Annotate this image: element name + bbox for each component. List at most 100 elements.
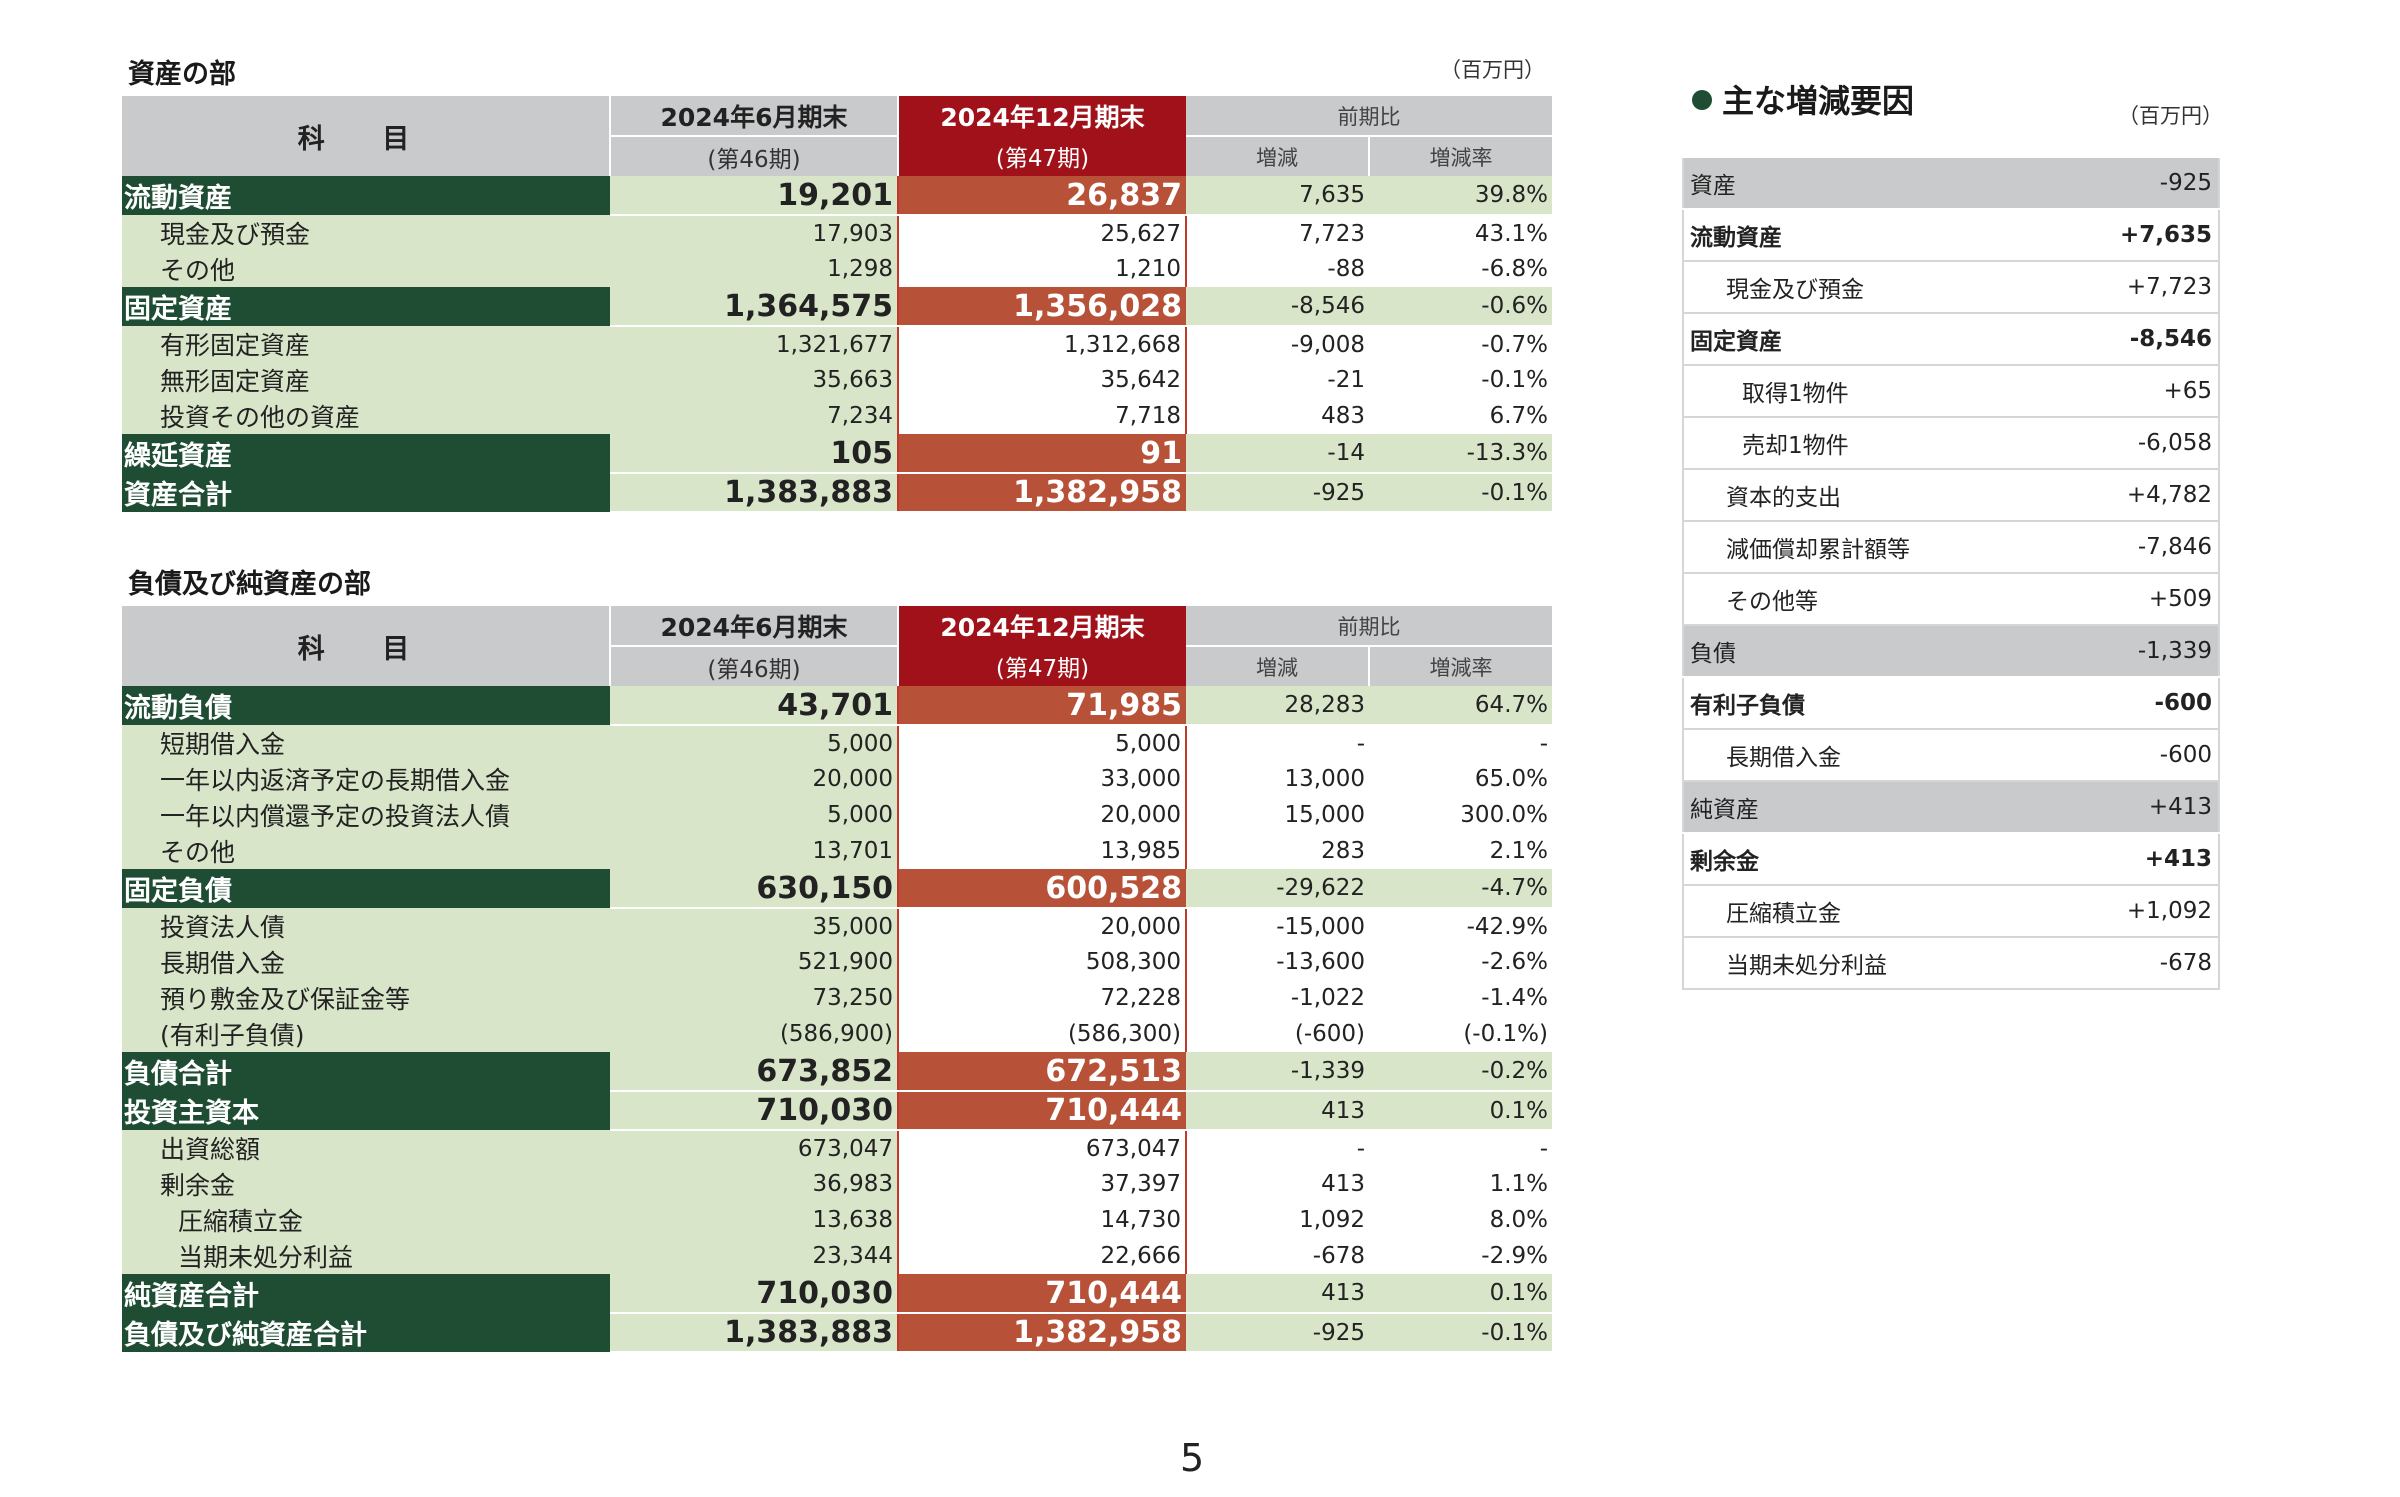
change-rate-value: -0.7% xyxy=(1369,326,1552,362)
assets-header-prev-period-no: (第46期) xyxy=(610,135,899,176)
prev-value: 521,900 xyxy=(610,944,899,980)
table-section-row: 負債及び純資産合計 1,383,883 1,382,958 -925 -0.1% xyxy=(122,1313,1552,1353)
table-section-row: 負債合計 673,852 672,513 -1,339 -0.2% xyxy=(122,1052,1552,1092)
factor-label: 取得1物件 xyxy=(1683,365,2073,418)
factor-row: 固定資産 -8,546 xyxy=(1683,313,2219,366)
factor-row: 有利子負債 -600 xyxy=(1683,677,2219,730)
factor-value: -7,846 xyxy=(2073,521,2219,574)
row-label: 固定負債 xyxy=(122,869,610,908)
factor-row: 圧縮積立金 +1,092 xyxy=(1683,885,2219,938)
factor-value: +413 xyxy=(2073,781,2219,834)
row-label: 負債合計 xyxy=(122,1052,610,1091)
change-value: 28,283 xyxy=(1186,686,1369,726)
cur-value: 1,382,958 xyxy=(897,1313,1186,1353)
factor-row: 現金及び預金 +7,723 xyxy=(1683,261,2219,314)
prev-value: 43,701 xyxy=(610,686,898,726)
factor-value: -8,546 xyxy=(2073,313,2219,366)
prev-value: 673,047 xyxy=(610,1130,899,1166)
change-value: -925 xyxy=(1186,473,1369,513)
row-label: その他 xyxy=(122,251,610,287)
factor-label: 圧縮積立金 xyxy=(1683,885,2073,938)
liab-header-cur-period-no: (第47期) xyxy=(898,646,1186,686)
prev-value: 13,701 xyxy=(610,833,899,869)
change-value: -14 xyxy=(1186,434,1369,474)
change-value: -678 xyxy=(1186,1238,1369,1274)
row-label: 投資その他の資産 xyxy=(122,398,610,434)
prev-value: 1,298 xyxy=(610,251,899,287)
liab-header-cur-period: 2024年12月期末 xyxy=(898,606,1186,646)
prev-value: 36,983 xyxy=(610,1166,899,1202)
prev-value: 73,250 xyxy=(610,980,899,1016)
prev-value: 5,000 xyxy=(610,725,899,761)
table-row: 一年以内償還予定の投資法人債 5,000 20,000 15,000 300.0% xyxy=(122,797,1552,833)
cur-value: 672,513 xyxy=(897,1052,1186,1092)
change-value: 413 xyxy=(1186,1166,1369,1202)
factor-row: 長期借入金 -600 xyxy=(1683,729,2219,782)
prev-value: 630,150 xyxy=(610,869,898,909)
cur-value: 710,444 xyxy=(897,1274,1186,1314)
assets-header-cur-period-no: (第47期) xyxy=(898,136,1186,176)
change-value: 413 xyxy=(1186,1091,1369,1131)
assets-header-subject: 科 目 xyxy=(122,96,611,176)
page-number: 5 xyxy=(1180,1436,1205,1480)
factor-label: 有利子負債 xyxy=(1683,677,2073,730)
table-row: 長期借入金 521,900 508,300 -13,600 -2.6% xyxy=(122,944,1552,980)
factor-row: 資本的支出 +4,782 xyxy=(1683,469,2219,522)
assets-header-compare: 前期比 xyxy=(1186,96,1552,136)
cur-value: 22,666 xyxy=(897,1238,1187,1274)
change-rate-value: 1.1% xyxy=(1369,1166,1552,1202)
factor-value: +4,782 xyxy=(2073,469,2219,522)
table-row: 当期未処分利益 23,344 22,666 -678 -2.9% xyxy=(122,1238,1552,1274)
change-value: -1,339 xyxy=(1186,1052,1369,1092)
table-row: 出資総額 673,047 673,047- - xyxy=(122,1130,1552,1166)
factor-label: 減価償却累計額等 xyxy=(1683,521,2073,574)
change-value: 15,000 xyxy=(1186,797,1369,833)
prev-value: 35,000 xyxy=(610,908,899,944)
prev-value: 1,364,575 xyxy=(610,287,898,327)
row-label: 剰余金 xyxy=(122,1166,610,1202)
factors-title: 主な増減要因 xyxy=(1692,76,1914,122)
change-value: -29,622 xyxy=(1186,869,1369,909)
change-rate-value: - xyxy=(1369,1130,1552,1166)
factor-row: 資産 -925 xyxy=(1683,158,2219,210)
factor-value: +1,092 xyxy=(2073,885,2219,938)
change-rate-value: - xyxy=(1369,725,1552,761)
cur-value: 71,985 xyxy=(897,686,1186,726)
cur-value: 673,047 xyxy=(897,1130,1187,1166)
table-row: その他 13,701 13,985 283 2.1% xyxy=(122,833,1552,869)
factor-label: その他等 xyxy=(1683,573,2073,626)
table-row: 有形固定資産 1,321,677 1,312,668 -9,008 -0.7% xyxy=(122,326,1552,362)
row-label: 現金及び預金 xyxy=(122,215,610,251)
cur-value: 1,382,958 xyxy=(897,473,1186,513)
assets-header-change: 増減 xyxy=(1186,135,1370,176)
change-value: (-600) xyxy=(1186,1016,1369,1052)
cur-value: 37,397 xyxy=(897,1166,1187,1202)
liab-table: 科 目 2024年6月期末 2024年12月期末 前期比 (第46期) (第47… xyxy=(122,606,1552,1353)
factor-label: 資本的支出 xyxy=(1683,469,2073,522)
change-value: -15,000 xyxy=(1186,908,1369,944)
row-label: 繰延資産 xyxy=(122,434,610,473)
row-label: 無形固定資産 xyxy=(122,362,610,398)
factor-value: -678 xyxy=(2073,937,2219,990)
row-label: 流動負債 xyxy=(122,686,610,725)
prev-value: 17,903 xyxy=(610,215,899,251)
liab-header-prev-period-no: (第46期) xyxy=(610,645,899,686)
change-rate-value: -42.9% xyxy=(1369,908,1552,944)
change-rate-value: 8.0% xyxy=(1369,1202,1552,1238)
row-label: 出資総額 xyxy=(122,1130,610,1166)
change-rate-value: -13.3% xyxy=(1369,434,1552,474)
change-rate-value: 0.1% xyxy=(1369,1091,1552,1131)
factor-row: その他等 +509 xyxy=(1683,573,2219,626)
row-label: 純資産合計 xyxy=(122,1274,610,1313)
cur-value: 72,228 xyxy=(897,980,1187,1016)
table-section-row: 純資産合計 710,030 710,444 413 0.1% xyxy=(122,1274,1552,1314)
prev-value: 13,638 xyxy=(610,1202,899,1238)
factor-label: 純資産 xyxy=(1683,781,2073,834)
liab-section-title: 負債及び純資産の部 xyxy=(128,569,371,600)
prev-value: 19,201 xyxy=(610,176,898,216)
change-rate-value: -2.9% xyxy=(1369,1238,1552,1274)
cur-value: 7,718 xyxy=(897,398,1187,434)
change-value: 13,000 xyxy=(1186,761,1369,797)
factor-label: 長期借入金 xyxy=(1683,729,2073,782)
cur-value: 1,312,668 xyxy=(897,326,1187,362)
